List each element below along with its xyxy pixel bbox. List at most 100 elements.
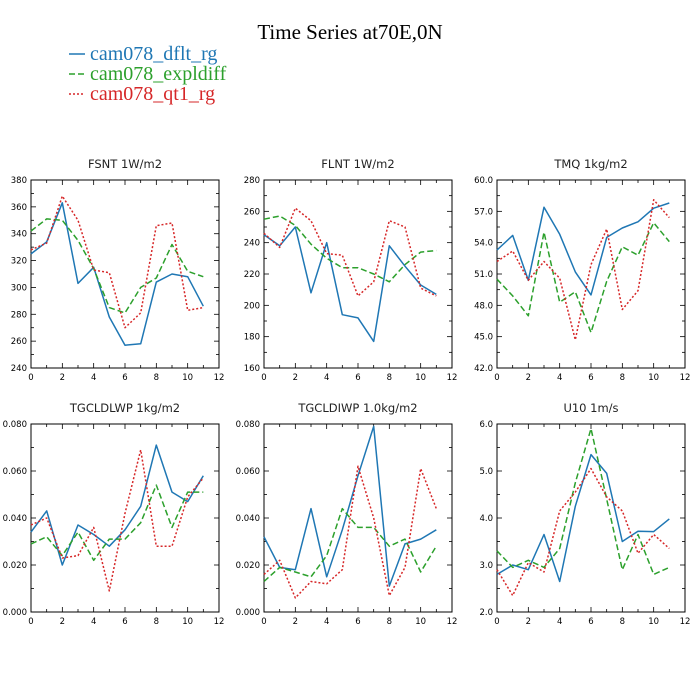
y-tick-label-5-1: 3.0 xyxy=(479,561,493,571)
x-tick-label-4-5: 10 xyxy=(415,617,426,627)
y-tick-label-4-3: 0.060 xyxy=(236,467,260,477)
y-tick-label-3-1: 0.020 xyxy=(3,561,27,571)
x-tick-label-0-4: 8 xyxy=(154,373,159,383)
x-tick-label-0-6: 12 xyxy=(214,373,225,383)
y-tick-label-3-2: 0.040 xyxy=(3,514,27,524)
series-line-0-2 xyxy=(30,195,204,329)
y-tick-label-0-7: 380 xyxy=(11,176,27,186)
x-tick-label-2-6: 12 xyxy=(680,373,691,383)
x-tick-label-4-0: 0 xyxy=(261,617,266,627)
legend: cam078_dflt_rgcam078_expldiffcam078_qt1_… xyxy=(69,43,227,105)
x-tick-label-4-2: 4 xyxy=(324,617,329,627)
x-tick-label-3-1: 2 xyxy=(60,617,65,627)
x-tick-label-2-1: 2 xyxy=(526,373,531,383)
series-line-3-0 xyxy=(30,444,204,566)
x-tick-label-5-0: 0 xyxy=(494,617,499,627)
y-tick-label-0-1: 260 xyxy=(11,337,27,347)
figure-title: Time Series at70E,0N xyxy=(257,20,442,44)
x-tick-label-3-3: 6 xyxy=(122,617,127,627)
series-line-0-0 xyxy=(30,202,204,346)
x-tick-label-0-5: 10 xyxy=(182,373,193,383)
series-line-1-1 xyxy=(263,215,437,283)
series-line-2-0 xyxy=(496,202,670,296)
x-tick-label-1-3: 6 xyxy=(355,373,360,383)
y-tick-label-5-2: 4.0 xyxy=(479,514,493,524)
plot-frame-1 xyxy=(263,179,453,369)
series-line-1-0 xyxy=(263,226,437,343)
panel-title-2: TMQ 1kg/m2 xyxy=(553,157,627,171)
x-tick-label-2-0: 0 xyxy=(494,373,499,383)
chart-panel-3: TGCLDLWP 1kg/m2 0 2 4 6 8 10 12 0.000 0.020 0.040 0… xyxy=(3,401,225,627)
x-tick-label-3-2: 4 xyxy=(91,617,96,627)
x-tick-label-1-2: 4 xyxy=(324,373,329,383)
legend-label-2: cam078_qt1_rg xyxy=(90,83,215,105)
chart-panel-4: TGCLDIWP 1.0kg/m2 0 2 4 6 8 10 12 0.000 0.020 0.04… xyxy=(236,401,458,627)
x-tick-label-0-2: 4 xyxy=(91,373,96,383)
y-tick-label-4-0: 0.000 xyxy=(236,608,260,618)
chart-panel-5: U10 1m/s 0 2 4 6 8 10 12 2.0 3.0 4.0 5.0 6.0 xyxy=(479,401,690,627)
x-tick-label-1-4: 8 xyxy=(387,373,392,383)
chart-panel-2: TMQ 1kg/m2 0 2 4 6 8 10 12 42.0 45.0 48.0 51.0 54.0 5… xyxy=(474,157,690,383)
x-tick-label-2-2: 4 xyxy=(557,373,562,383)
series-line-2-2 xyxy=(496,199,670,341)
plot-frame-0 xyxy=(30,179,220,369)
series-line-4-1 xyxy=(263,507,437,583)
x-tick-label-1-0: 0 xyxy=(261,373,266,383)
y-tick-label-2-4: 54.0 xyxy=(474,239,493,249)
y-tick-label-0-3: 300 xyxy=(11,283,27,293)
plot-frame-5 xyxy=(496,423,686,613)
panel-title-5: U10 1m/s xyxy=(563,401,618,415)
y-tick-label-1-0: 160 xyxy=(244,364,260,374)
x-tick-label-3-6: 12 xyxy=(214,617,225,627)
x-tick-label-5-6: 12 xyxy=(680,617,691,627)
chart-panel-1: FLNT 1W/m2 0 2 4 6 8 10 12 160 180 200 220 240 260 280 xyxy=(244,157,458,383)
x-tick-label-2-4: 8 xyxy=(620,373,625,383)
y-tick-label-2-3: 51.0 xyxy=(474,270,493,280)
y-tick-label-1-1: 180 xyxy=(244,333,260,343)
y-tick-label-3-4: 0.080 xyxy=(3,420,27,430)
series-line-5-0 xyxy=(496,453,670,583)
y-tick-label-0-4: 320 xyxy=(11,257,27,267)
y-tick-label-1-4: 240 xyxy=(244,239,260,249)
series-line-3-1 xyxy=(30,484,204,562)
x-tick-label-1-1: 2 xyxy=(293,373,298,383)
x-tick-label-1-5: 10 xyxy=(415,373,426,383)
y-tick-label-5-3: 5.0 xyxy=(479,467,493,477)
x-tick-label-2-3: 6 xyxy=(588,373,593,383)
series-line-5-2 xyxy=(496,467,670,597)
x-tick-label-3-5: 10 xyxy=(182,617,193,627)
y-tick-label-1-6: 280 xyxy=(244,176,260,186)
chart-panels: FSNT 1W/m20 2 4 6 8 10 12240260280300320340360… xyxy=(3,157,691,627)
y-tick-label-2-0: 42.0 xyxy=(474,364,493,374)
y-tick-label-4-1: 0.020 xyxy=(236,561,260,571)
y-tick-label-4-4: 0.080 xyxy=(236,420,260,430)
series-line-1-2 xyxy=(263,207,437,297)
x-tick-label-1-6: 12 xyxy=(447,373,458,383)
series-line-4-0 xyxy=(263,425,437,587)
y-tick-label-5-4: 6.0 xyxy=(479,420,493,430)
plot-frame-4 xyxy=(263,423,453,613)
x-tick-label-0-1: 2 xyxy=(60,373,65,383)
y-tick-label-0-0: 240 xyxy=(11,364,27,374)
x-tick-label-0-3: 6 xyxy=(122,373,127,383)
y-tick-label-2-5: 57.0 xyxy=(474,207,493,217)
series-line-5-1 xyxy=(496,427,670,576)
y-tick-label-2-2: 48.0 xyxy=(474,301,493,311)
y-tick-label-1-3: 220 xyxy=(244,270,260,280)
y-tick-label-1-2: 200 xyxy=(244,301,260,311)
x-tick-label-4-1: 2 xyxy=(293,617,298,627)
plot-frame-3 xyxy=(30,423,220,613)
panel-title-3: TGCLDLWP 1kg/m2 xyxy=(69,401,180,415)
series-line-4-2 xyxy=(263,465,437,599)
panel-title-1: FLNT 1W/m2 xyxy=(321,157,394,171)
y-tick-label-2-6: 60.0 xyxy=(474,176,493,186)
x-tick-label-5-4: 8 xyxy=(620,617,625,627)
legend-label-0: cam078_dflt_rg xyxy=(90,43,217,65)
series-line-3-2 xyxy=(30,449,204,592)
x-tick-label-5-1: 2 xyxy=(526,617,531,627)
x-tick-label-4-6: 12 xyxy=(447,617,458,627)
y-tick-label-0-5: 340 xyxy=(11,230,27,240)
panel-title-4: TGCLDIWP 1.0kg/m2 xyxy=(297,401,417,415)
panel-title-0: FSNT 1W/m2 xyxy=(88,157,162,171)
